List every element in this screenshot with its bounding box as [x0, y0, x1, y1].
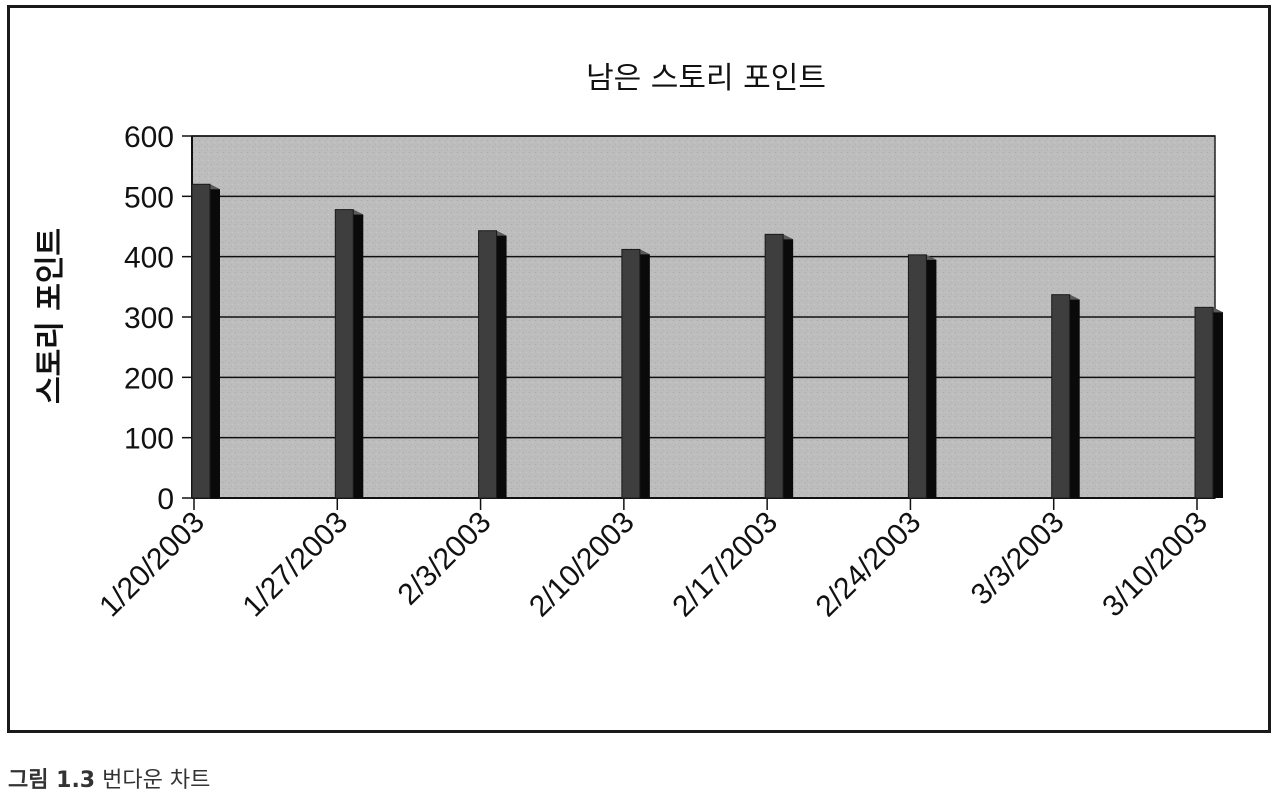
x-tick-label: 2/17/2003 — [666, 506, 784, 624]
bar-side — [496, 230, 507, 498]
bar-side — [210, 184, 220, 498]
figure-caption: 그림 1.3 번다운 차트 — [8, 762, 210, 794]
bar — [621, 248, 641, 499]
bar — [191, 183, 211, 499]
bar-side — [353, 209, 364, 498]
y-tick-label: 600 — [124, 121, 174, 154]
y-tick-label: 0 — [157, 483, 174, 516]
plot-area: 0 100 200 300 400 500 600 1/20/2003 1/27/2003 2/3… — [93, 121, 1223, 623]
figure-caption-text: 번다운 차트 — [102, 768, 211, 793]
bar-side — [639, 249, 650, 498]
bar-side — [1069, 294, 1080, 498]
x-tick-label: 2/24/2003 — [810, 506, 928, 624]
y-axis-label: 스토리 포인트 — [33, 228, 68, 404]
x-tick-label: 2/3/2003 — [392, 506, 498, 612]
x-tick-label: 2/10/2003 — [523, 506, 641, 624]
bar — [764, 233, 784, 499]
x-tick-label: 3/10/2003 — [1096, 506, 1214, 624]
y-tick-label: 400 — [124, 242, 174, 275]
bar-side — [926, 254, 937, 498]
bar — [1194, 306, 1214, 499]
bar — [907, 254, 927, 499]
bar — [1051, 294, 1071, 499]
bar-side — [1213, 307, 1223, 498]
bar — [334, 209, 354, 499]
figure-caption-label: 그림 1.3 — [8, 768, 96, 793]
x-tick-label: 3/3/2003 — [965, 506, 1071, 612]
y-tick-label: 500 — [124, 181, 174, 214]
y-tick-label: 300 — [124, 302, 174, 335]
x-tick-label: 1/20/2003 — [93, 506, 211, 624]
y-tick-label: 200 — [124, 362, 174, 395]
y-tick-label: 100 — [124, 423, 174, 456]
chart-title: 남은 스토리 포인트 — [586, 61, 826, 96]
x-tick-label: 1/27/2003 — [237, 506, 355, 624]
bar — [478, 230, 498, 499]
bar-side — [783, 234, 794, 499]
